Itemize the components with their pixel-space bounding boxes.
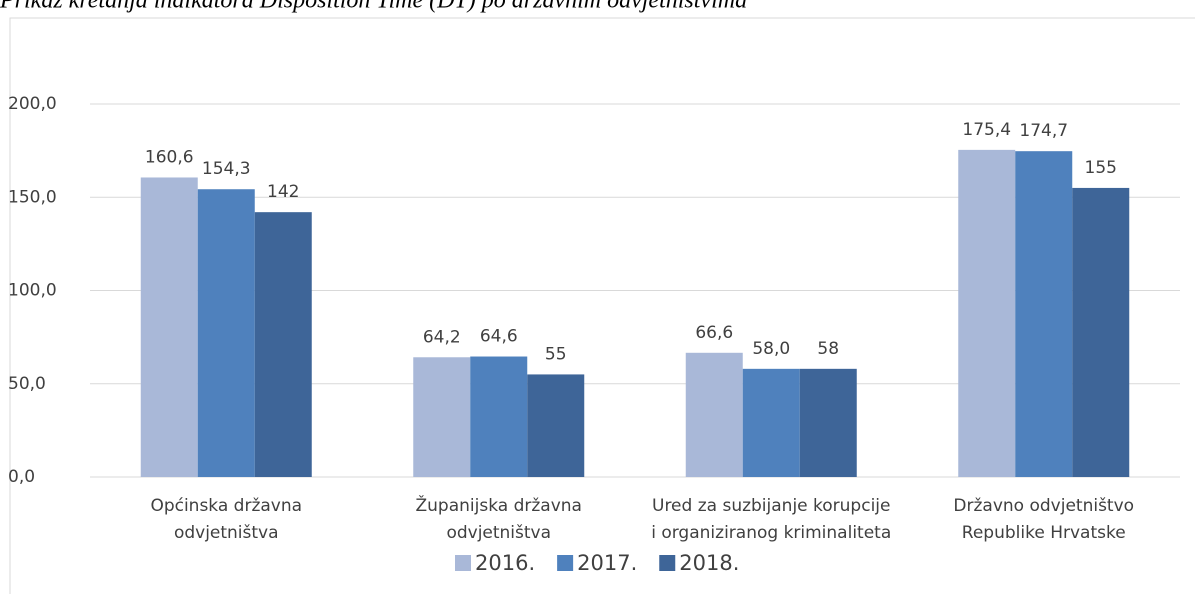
x-tick-label: Županijska državna — [416, 494, 582, 516]
legend-swatch — [659, 555, 676, 571]
bar — [254, 212, 312, 478]
bar — [1015, 151, 1073, 477]
x-tick-label: Općinska državna — [150, 496, 302, 516]
y-tick-label: 200,0 — [8, 94, 57, 114]
y-tick-label: 50,0 — [8, 374, 46, 394]
legend-label: 2017. — [577, 551, 637, 575]
data-label: 58 — [817, 339, 839, 359]
data-label: 55 — [545, 344, 567, 364]
data-label: 154,3 — [202, 159, 251, 179]
y-tick-label: 150,0 — [8, 187, 57, 207]
data-label: 142 — [267, 182, 299, 202]
chart-title: Prikaz kretanja indikatora Disposition T… — [0, 0, 747, 14]
data-label: 66,6 — [695, 323, 733, 343]
bar — [799, 368, 857, 477]
y-tick-label: 100,0 — [8, 281, 57, 301]
x-tick-label: Ured za suzbijanje korupcije — [652, 496, 890, 516]
data-label: 175,4 — [962, 120, 1011, 140]
data-label: 160,6 — [145, 147, 194, 167]
legend-label: 2016. — [475, 551, 535, 575]
data-label: 155 — [1085, 158, 1117, 178]
chart-border — [9, 17, 1195, 594]
bar — [527, 374, 585, 477]
data-label: 174,7 — [1019, 121, 1068, 141]
data-label: 64,2 — [423, 327, 461, 347]
bar — [958, 149, 1016, 477]
bar — [140, 177, 198, 477]
bar — [685, 352, 743, 477]
data-label: 64,6 — [480, 327, 518, 347]
bar — [1072, 187, 1130, 478]
data-label: 58,0 — [752, 339, 790, 359]
x-tick-label: odvjetništva — [446, 523, 551, 543]
bar — [470, 356, 528, 477]
x-tick-label: Republike Hrvatske — [962, 523, 1126, 543]
bar — [197, 189, 255, 477]
x-tick-label: odvjetništva — [174, 523, 279, 543]
legend-label: 2018. — [679, 551, 739, 575]
legend-swatch — [455, 555, 471, 571]
y-tick-label: 0,0 — [8, 467, 35, 487]
bar — [742, 368, 800, 477]
bar — [413, 357, 471, 477]
x-tick-label: i organiziranog kriminaliteta — [651, 523, 891, 543]
legend-swatch — [557, 555, 574, 571]
x-tick-label: Državno odvjetništvo — [953, 496, 1134, 516]
